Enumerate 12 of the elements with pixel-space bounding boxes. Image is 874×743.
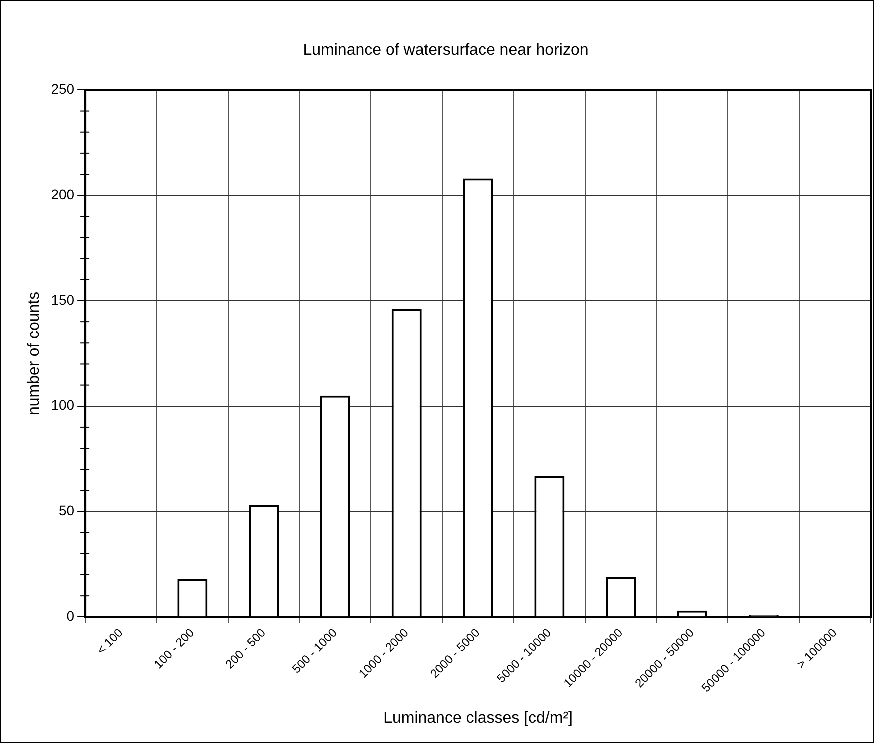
chart-title: Luminance of watersurface near horizon [303, 42, 589, 60]
y-tick-label: 200 [51, 186, 75, 202]
y-tick-label: 0 [66, 608, 75, 624]
x-tick-label: 200 - 500 [222, 626, 269, 672]
x-axis-title: Luminance classes [cd/m²] [384, 710, 573, 727]
y-tick-label: 250 [51, 81, 75, 98]
x-tick-label: 100 - 200 [151, 626, 198, 672]
y-tick-label: 100 [51, 397, 75, 414]
y-tick-label: 50 [58, 502, 75, 519]
x-tick-label: < 100 [94, 626, 126, 658]
y-tick-label: 150 [51, 292, 75, 308]
y-axis-title: number of counts [26, 292, 44, 416]
